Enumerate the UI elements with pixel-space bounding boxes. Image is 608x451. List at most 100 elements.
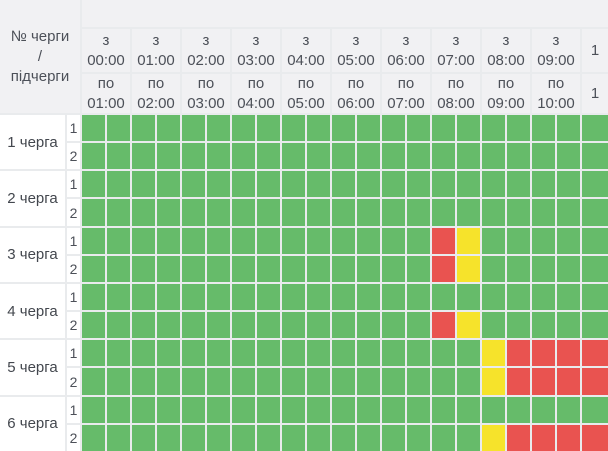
schedule-cell	[232, 424, 255, 451]
queue-label: 2 черга	[0, 171, 65, 226]
schedule-cell	[307, 283, 330, 311]
time-col-from-header: з 06:00	[382, 29, 430, 72]
schedule-cell	[132, 171, 155, 198]
header-text-line: по	[397, 74, 415, 92]
schedule-cell	[157, 255, 180, 282]
schedule-cell	[482, 255, 505, 282]
header-text-line: 06:00	[387, 51, 425, 69]
queue-header-line: підчерги	[10, 67, 70, 85]
time-col-to-header: по 06:00	[332, 74, 380, 113]
schedule-cell	[582, 227, 608, 254]
schedule-cell	[282, 368, 305, 395]
schedule-cell	[357, 340, 380, 367]
time-col-to-header: по 04:00	[232, 74, 280, 113]
schedule-cell	[457, 283, 480, 311]
schedule-cell	[307, 424, 330, 451]
schedule-cell	[482, 115, 505, 142]
header-text-line: 06:00	[337, 94, 375, 112]
schedule-cell	[457, 340, 480, 367]
schedule-cell	[232, 340, 255, 367]
schedule-cell	[207, 312, 230, 339]
schedule-cell	[282, 312, 305, 339]
header-text-line: з	[352, 31, 360, 49]
header-text-line: 10:00	[537, 94, 575, 112]
schedule-cell	[457, 396, 480, 423]
subqueue-number: 2	[67, 199, 80, 226]
schedule-cell	[357, 171, 380, 198]
schedule-cell	[507, 368, 530, 395]
schedule-cell	[582, 255, 608, 282]
schedule-cell	[532, 143, 555, 170]
header-text-line: 04:00	[237, 94, 275, 112]
schedule-cell	[582, 396, 608, 423]
schedule-cell	[557, 143, 580, 170]
time-col-from-header: з 08:00	[482, 29, 530, 72]
schedule-cell	[532, 368, 555, 395]
schedule-cell	[332, 424, 355, 451]
schedule-cell	[432, 424, 455, 451]
subqueue-number: 2	[67, 312, 80, 339]
schedule-cell	[82, 115, 105, 142]
queue-label: 4 черга	[0, 283, 65, 339]
schedule-cell	[232, 283, 255, 311]
schedule-cell	[282, 396, 305, 423]
header-text-line: з	[152, 31, 160, 49]
header-text-line: 1	[590, 84, 600, 102]
queue-label: 6 черга	[0, 396, 65, 451]
header-text-line: по	[197, 74, 215, 92]
schedule-cell	[157, 115, 180, 142]
schedule-cell	[557, 171, 580, 198]
time-col-to-header: по 08:00	[432, 74, 480, 113]
schedule-cell	[182, 283, 205, 311]
schedule-cell	[232, 227, 255, 254]
header-text-line: з	[302, 31, 310, 49]
schedule-cell	[257, 171, 280, 198]
schedule-cell	[207, 143, 230, 170]
schedule-cell	[432, 171, 455, 198]
schedule-cell	[432, 312, 455, 339]
queue-label: 3 черга	[0, 227, 65, 282]
schedule-cell	[507, 255, 530, 282]
schedule-cell	[532, 340, 555, 367]
schedule-cell	[407, 396, 430, 423]
schedule-cell	[482, 312, 505, 339]
schedule-cell	[132, 396, 155, 423]
schedule-cell	[132, 115, 155, 142]
schedule-cell	[282, 424, 305, 451]
schedule-cell	[207, 424, 230, 451]
schedule-cell	[157, 227, 180, 254]
schedule-cell	[557, 424, 580, 451]
schedule-cell	[582, 199, 608, 226]
header-text-line: з	[402, 31, 410, 49]
schedule-cell	[157, 424, 180, 451]
schedule-cell	[407, 227, 430, 254]
schedule-cell	[182, 115, 205, 142]
schedule-cell	[382, 227, 405, 254]
schedule-cell	[282, 171, 305, 198]
schedule-cell	[82, 312, 105, 339]
header-text-line: 09:00	[487, 94, 525, 112]
schedule-cell	[457, 171, 480, 198]
schedule-cell	[332, 171, 355, 198]
schedule-cell	[357, 199, 380, 226]
schedule-cell	[457, 368, 480, 395]
schedule-cell	[532, 115, 555, 142]
schedule-cell	[382, 396, 405, 423]
schedule-cell	[257, 424, 280, 451]
schedule-cell	[432, 227, 455, 254]
schedule-cell	[357, 143, 380, 170]
header-text-line: по	[97, 74, 115, 92]
schedule-cell	[382, 340, 405, 367]
header-text-line: по	[247, 74, 265, 92]
schedule-cell	[182, 396, 205, 423]
schedule-cell	[132, 283, 155, 311]
schedule-cell	[107, 368, 130, 395]
schedule-cell	[157, 340, 180, 367]
schedule-cell	[282, 227, 305, 254]
schedule-cell	[507, 115, 530, 142]
schedule-cell	[507, 227, 530, 254]
schedule-cell	[582, 368, 608, 395]
schedule-cell	[532, 171, 555, 198]
